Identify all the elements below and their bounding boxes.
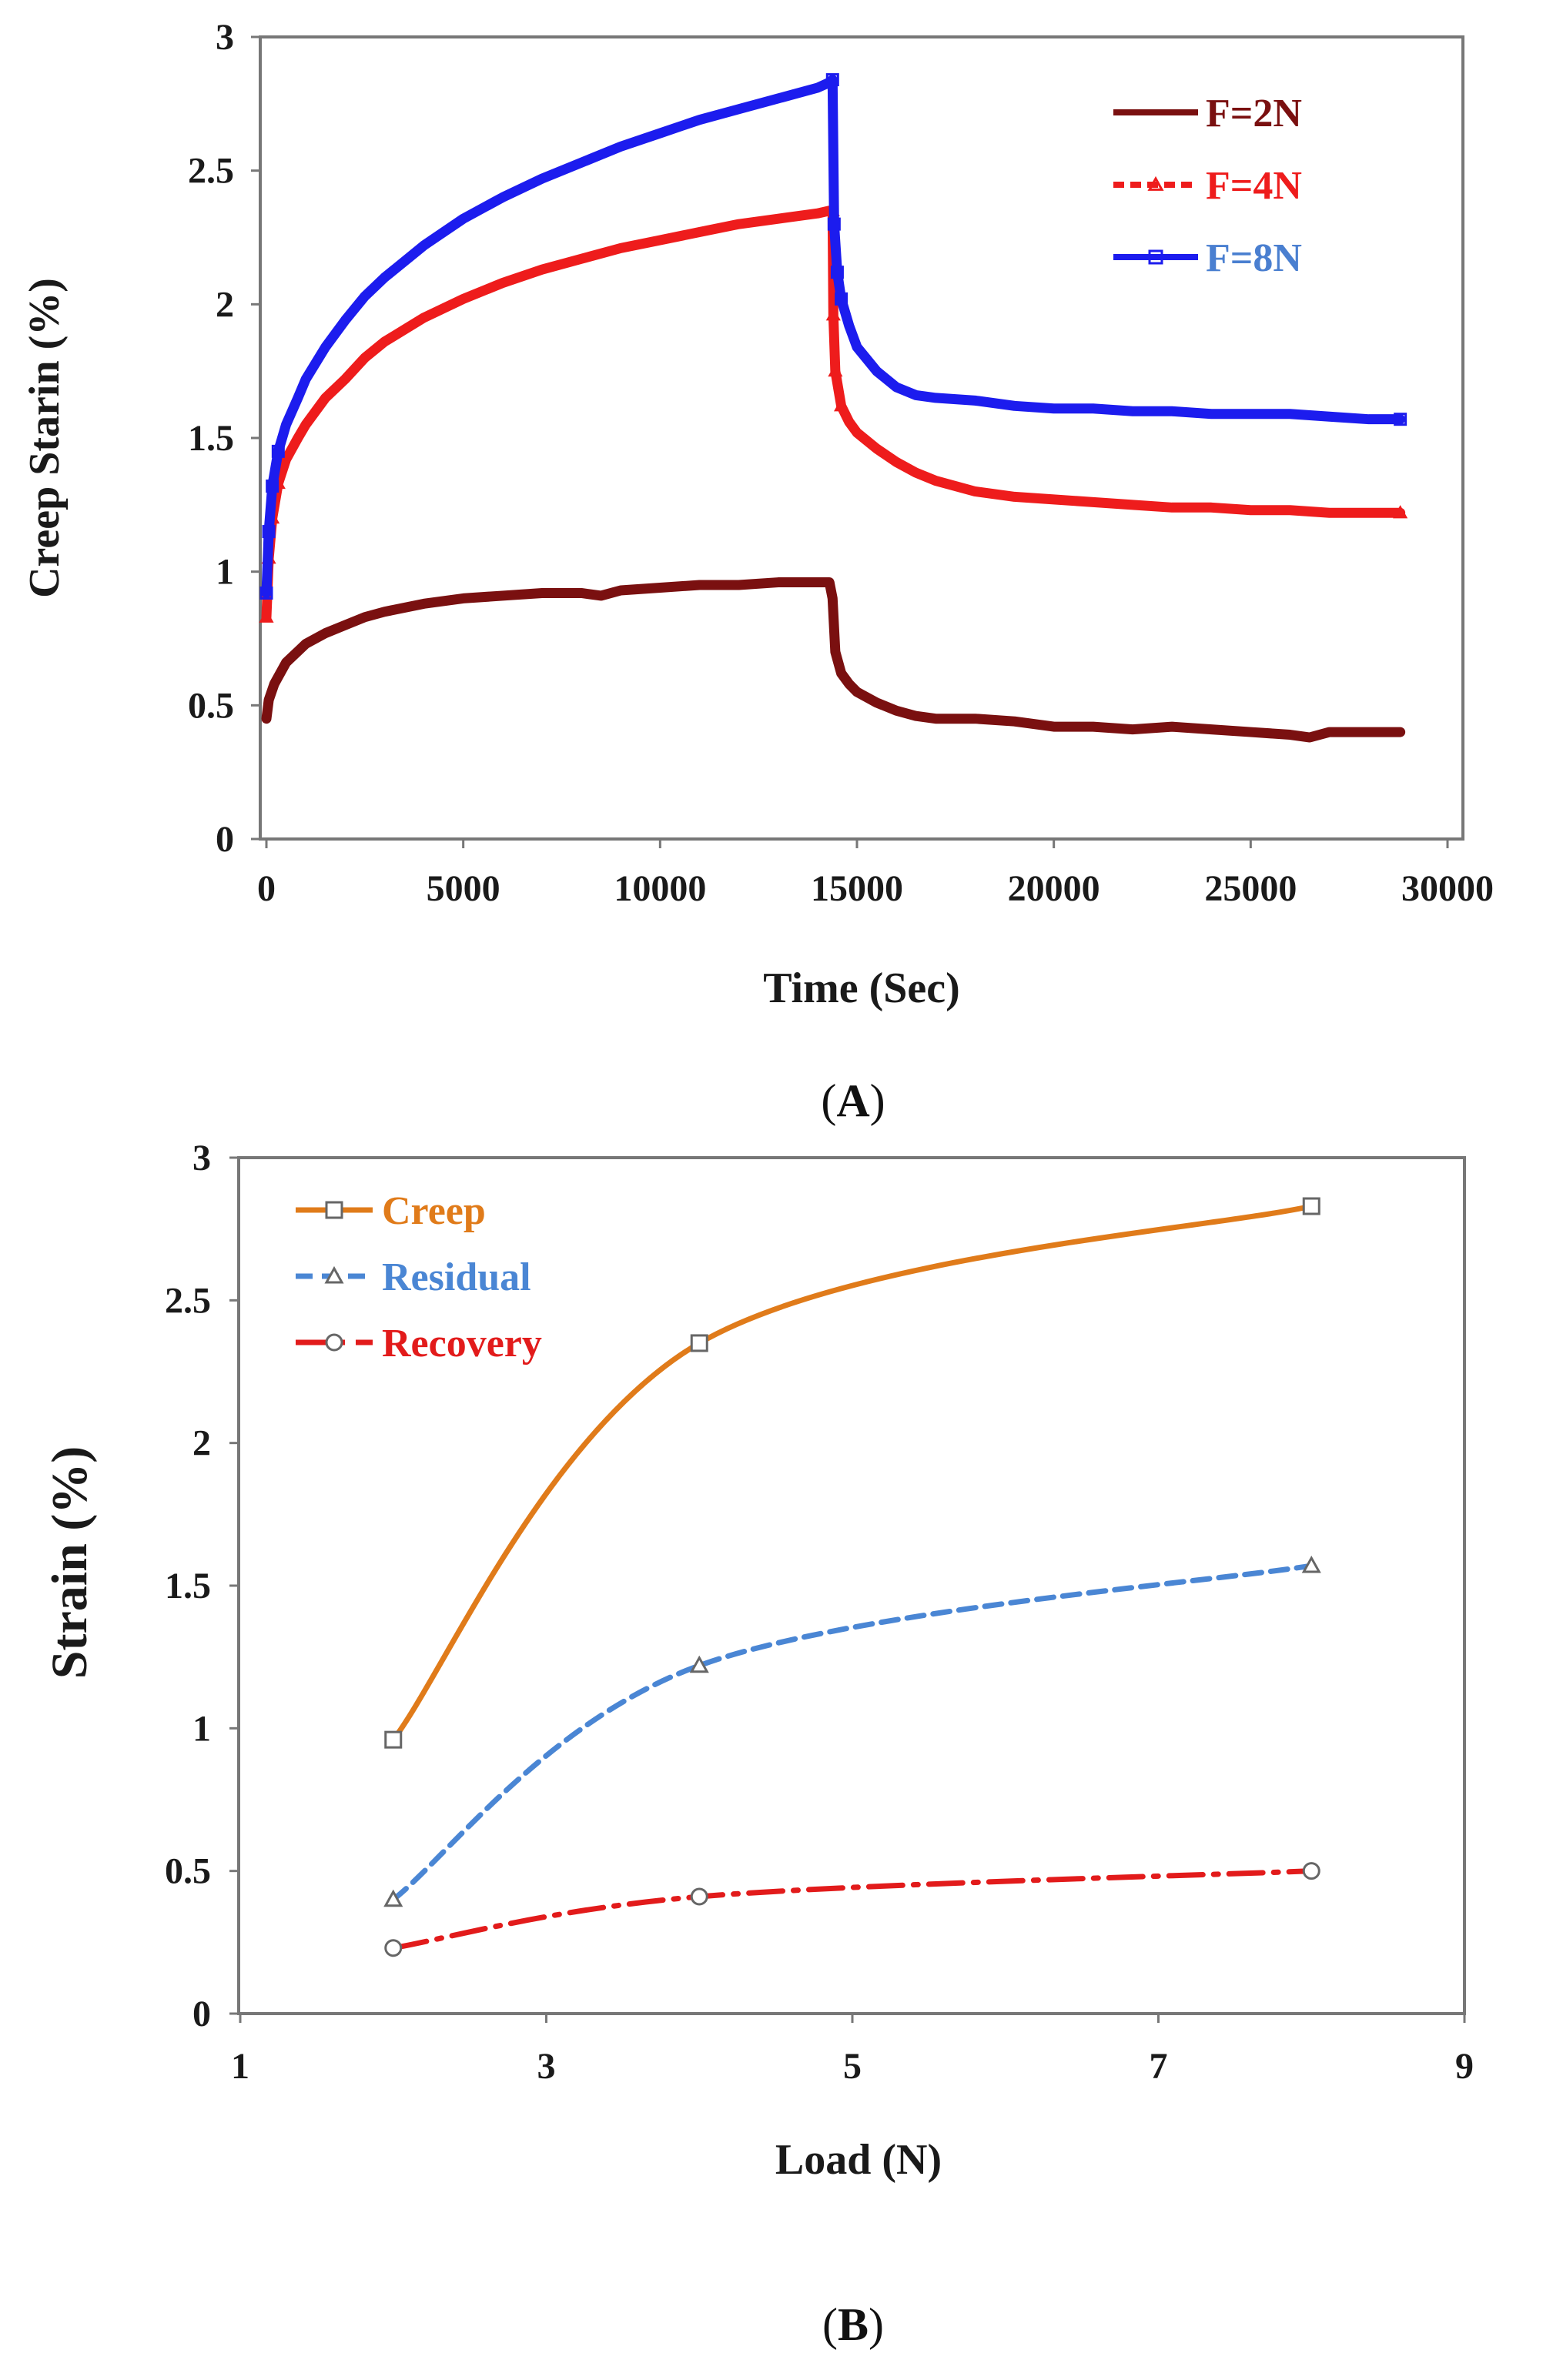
legend-item-f-4n: F=4N — [1113, 164, 1302, 208]
chart-a-x-tick-label: 20000 — [1008, 868, 1100, 909]
chart-b-y-axis-title: Strain (%) — [42, 1446, 98, 1679]
data-point-residual — [383, 1889, 403, 1907]
data-point-creep — [1302, 1197, 1320, 1215]
chart-a-x-axis-title: Time (Sec) — [763, 964, 960, 1012]
legend-item-f-2n: F=2N — [1113, 92, 1302, 135]
data-point-f-4n — [1393, 505, 1408, 519]
chart-a-x-tick-label: 5000 — [427, 868, 500, 909]
data-point-residual — [1301, 1555, 1321, 1573]
chart-a-ticks: 0 0.5 1 1.5 2 2.5 3 0 5000 10000 15000 20000 25000 30… — [188, 17, 1494, 909]
data-point-f-8n — [835, 292, 848, 306]
series-markers-creep — [384, 1197, 1320, 1749]
series-line-residual — [390, 1563, 1314, 1903]
chart-b-ticks: 0 0.5 1 1.5 2 2.5 3 1 3 5 7 9 — [165, 1138, 1474, 2087]
data-point-f-8n — [827, 217, 841, 231]
legend-marker — [325, 1201, 343, 1219]
legend-label: F=2N — [1206, 92, 1302, 135]
chart-b-series-group — [383, 1197, 1321, 1957]
legend-label: F=4N — [1206, 164, 1302, 208]
series-line-creep — [390, 1203, 1314, 1743]
chart-a-y-tick-label: 1.5 — [188, 418, 234, 459]
legend-item-residual: Residual — [296, 1255, 531, 1299]
chart-b-y-tick-label: 1 — [192, 1708, 211, 1749]
data-point-f-4n — [825, 307, 841, 321]
series-markers-recovery — [384, 1862, 1320, 1957]
data-point-creep — [690, 1334, 708, 1352]
panel-a-label: (A) — [821, 1075, 885, 1126]
chart-b: 0 0.5 1 1.5 2 2.5 3 1 3 5 7 9 Load (N) Strain (%) C… — [42, 1138, 1474, 2184]
series-line-f-2n — [261, 577, 1406, 743]
chart-a-x-tick-label: 10000 — [614, 868, 706, 909]
data-point-residual — [689, 1655, 709, 1673]
legend-label: Creep — [382, 1189, 486, 1233]
data-point-recovery — [1302, 1862, 1320, 1880]
legend-marker — [1148, 249, 1163, 265]
chart-b-y-tick-label: 0.5 — [165, 1851, 211, 1892]
chart-b-x-tick-label: 1 — [231, 2046, 249, 2087]
series-line-f-8n — [261, 75, 1406, 598]
data-point-f-8n — [830, 266, 844, 279]
data-point-f-8n — [266, 480, 279, 493]
legend-label: F=8N — [1206, 236, 1302, 280]
chart-a-y-axis-title: Creep Starin (%) — [21, 278, 69, 598]
chart-b-x-tick-label: 3 — [537, 2046, 556, 2087]
chart-b-y-tick-label: 2.5 — [165, 1280, 211, 1321]
chart-b-y-tick-label: 2 — [192, 1423, 211, 1464]
panel-b-label: (B) — [822, 2299, 884, 2350]
data-point-f-8n — [262, 525, 276, 539]
data-point-f-8n — [259, 586, 273, 600]
chart-a-y-tick-label: 3 — [216, 17, 234, 58]
legend-item-recovery: Recovery — [296, 1322, 542, 1365]
chart-b-x-tick-label: 5 — [843, 2046, 862, 2087]
chart-a-y-tick-label: 0 — [216, 819, 234, 860]
data-point-f-8n — [1394, 413, 1407, 426]
chart-b-y-tick-label: 3 — [192, 1138, 211, 1178]
legend-item-creep: Creep — [296, 1189, 486, 1233]
chart-a-y-tick-label: 1 — [216, 552, 234, 593]
data-point-recovery — [690, 1887, 708, 1906]
chart-b-x-tick-label: 9 — [1455, 2046, 1474, 2087]
chart-a-y-tick-label: 0.5 — [188, 685, 234, 726]
legend-item-f-8n: F=8N — [1113, 236, 1302, 280]
chart-b-y-tick-label: 0 — [192, 1994, 211, 2034]
chart-a-series-group — [259, 73, 1408, 743]
legend-marker — [1147, 175, 1164, 191]
series-line-recovery — [390, 1868, 1314, 1951]
data-point-f-4n — [259, 609, 274, 623]
legend-label: Recovery — [382, 1322, 542, 1365]
legend-marker — [325, 1333, 343, 1352]
series-markers-residual — [383, 1555, 1321, 1907]
chart-b-x-tick-label: 7 — [1150, 2046, 1168, 2087]
chart-b-legend: Creep Residual Recovery — [296, 1189, 542, 1365]
data-point-f-8n — [271, 444, 285, 458]
chart-a-x-tick-label: 0 — [257, 868, 276, 909]
chart-a-y-tick-label: 2.5 — [188, 151, 234, 192]
data-point-creep — [384, 1730, 403, 1749]
chart-a-legend: F=2N F=4N F=8N — [1113, 92, 1302, 280]
chart-a: 0 0.5 1 1.5 2 2.5 3 0 5000 10000 15000 20000 25000 30… — [21, 17, 1494, 1012]
chart-b-x-axis-title: Load (N) — [775, 2136, 942, 2184]
series-markers-f-8n — [259, 73, 1407, 600]
data-point-f-4n — [833, 398, 849, 412]
legend-label: Residual — [382, 1255, 531, 1299]
chart-a-x-tick-label: 25000 — [1204, 868, 1297, 909]
chart-a-x-tick-label: 15000 — [811, 868, 903, 909]
data-point-f-4n — [828, 363, 843, 377]
data-point-f-8n — [825, 73, 839, 87]
data-point-recovery — [384, 1939, 403, 1957]
legend-marker — [324, 1265, 344, 1284]
chart-b-y-tick-label: 1.5 — [165, 1566, 211, 1606]
chart-a-y-tick-label: 2 — [216, 284, 234, 325]
chart-a-x-tick-label: 30000 — [1401, 868, 1494, 909]
